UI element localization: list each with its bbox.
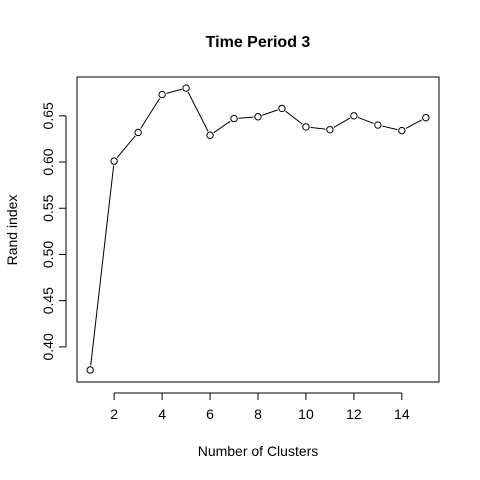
series-segment <box>140 98 161 129</box>
series-segment <box>333 117 351 128</box>
data-point <box>278 104 286 113</box>
y-axis-label: Rand index <box>4 195 20 266</box>
series-segment <box>310 126 326 130</box>
series <box>86 84 430 374</box>
data-point <box>230 114 238 123</box>
data-point <box>326 125 334 134</box>
x-tick-label: 6 <box>206 406 214 422</box>
series-segment <box>357 116 374 124</box>
x-tick-label: 2 <box>110 406 118 422</box>
x-tick-label: 10 <box>298 406 314 422</box>
data-point <box>206 131 214 139</box>
plot-frame <box>76 76 440 383</box>
x-axis: 2 4 6 8 10 12 14 <box>110 392 410 422</box>
x-axis-label: Number of Clusters <box>198 443 319 459</box>
series-segment <box>90 165 115 366</box>
data-point <box>350 112 358 120</box>
y-tick-label: 0.60 <box>40 148 56 175</box>
series-segment <box>262 109 278 116</box>
data-point <box>182 84 190 92</box>
chart-title: Time Period 3 <box>206 34 311 51</box>
x-tick-label: 12 <box>346 406 362 422</box>
y-tick-label: 0.50 <box>40 241 56 268</box>
data-point <box>134 128 142 137</box>
data-point <box>158 90 166 99</box>
series-segment <box>238 116 254 119</box>
data-point <box>398 126 406 135</box>
series-segment <box>187 91 209 132</box>
series-segment <box>116 135 136 158</box>
data-point <box>374 121 382 129</box>
data-point <box>254 113 262 121</box>
x-tick-label: 4 <box>158 406 166 422</box>
x-tick-label: 14 <box>394 406 410 422</box>
y-tick-label: 0.40 <box>40 333 56 360</box>
series-segment <box>213 120 231 134</box>
y-tick-label: 0.55 <box>40 194 56 221</box>
y-tick-label: 0.45 <box>40 287 56 314</box>
series-segment <box>285 110 303 125</box>
series-segment <box>166 88 182 94</box>
x-tick-label: 8 <box>254 406 262 422</box>
y-axis: 0.40 0.45 0.50 0.55 0.60 0.65 <box>40 102 67 361</box>
data-point <box>110 157 118 165</box>
series-segment <box>382 125 398 131</box>
data-point <box>422 113 430 122</box>
y-tick-label: 0.65 <box>40 102 56 129</box>
data-point <box>302 123 310 131</box>
series-segment <box>405 119 423 129</box>
data-point <box>86 366 94 374</box>
